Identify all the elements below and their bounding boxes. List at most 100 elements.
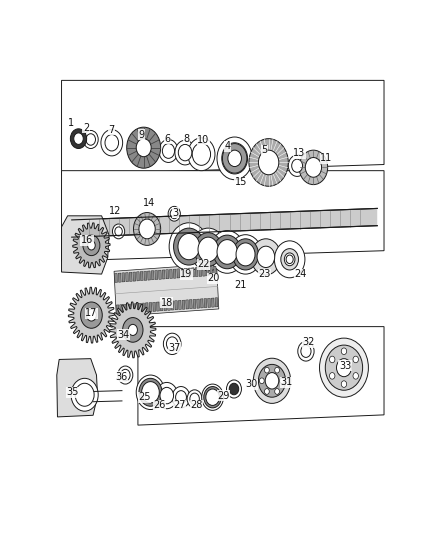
Circle shape [280,378,285,384]
Polygon shape [137,272,140,281]
Polygon shape [114,264,219,316]
Text: 7: 7 [109,125,115,135]
Polygon shape [116,305,119,314]
Circle shape [209,231,245,273]
Polygon shape [110,302,156,358]
Circle shape [159,140,178,163]
Circle shape [173,228,204,265]
Text: 23: 23 [258,269,271,279]
Circle shape [275,389,279,394]
Text: 34: 34 [117,330,130,340]
Circle shape [118,366,133,384]
Polygon shape [131,304,134,313]
Circle shape [329,356,335,363]
Polygon shape [156,302,159,311]
Circle shape [172,386,190,408]
Circle shape [191,228,226,271]
Polygon shape [202,267,205,276]
Circle shape [229,383,239,395]
Circle shape [170,209,178,219]
Polygon shape [144,271,147,280]
Circle shape [223,143,247,173]
Polygon shape [68,287,114,343]
Polygon shape [159,270,162,279]
Polygon shape [188,268,191,277]
Circle shape [259,378,264,384]
Polygon shape [166,270,169,279]
Circle shape [233,239,258,270]
Text: 32: 32 [303,337,315,347]
Text: 3: 3 [172,207,178,217]
Polygon shape [160,302,163,311]
Circle shape [353,373,358,379]
Polygon shape [189,300,192,309]
Circle shape [202,384,223,410]
Text: 18: 18 [161,298,173,308]
Circle shape [123,318,143,342]
Text: 5: 5 [261,145,268,155]
Circle shape [274,241,305,278]
Circle shape [341,348,346,354]
Circle shape [292,159,303,172]
Circle shape [301,345,311,358]
Circle shape [178,144,192,161]
Circle shape [101,130,123,156]
Text: 15: 15 [235,177,247,187]
Circle shape [281,248,298,270]
Text: 35: 35 [66,387,78,397]
Text: 37: 37 [168,343,180,353]
Circle shape [325,345,363,390]
Text: 9: 9 [138,130,145,140]
Polygon shape [215,298,218,307]
Polygon shape [115,273,117,282]
Polygon shape [164,302,167,311]
Polygon shape [170,269,173,279]
Circle shape [275,367,279,373]
Circle shape [162,143,175,158]
Text: 12: 12 [109,206,121,216]
Text: 26: 26 [153,400,166,410]
Polygon shape [182,300,185,309]
Circle shape [139,219,155,239]
Circle shape [71,378,98,411]
Polygon shape [145,303,148,312]
Polygon shape [162,270,165,279]
Text: 29: 29 [218,391,230,401]
Circle shape [217,240,237,264]
Text: 21: 21 [235,280,247,290]
Polygon shape [61,171,384,261]
Circle shape [87,309,96,321]
Polygon shape [155,270,158,280]
Text: 27: 27 [173,400,186,410]
Text: 14: 14 [143,198,155,208]
Circle shape [71,129,87,149]
Text: 17: 17 [85,309,98,319]
Circle shape [319,338,368,397]
Polygon shape [126,272,128,282]
Circle shape [213,235,241,269]
Polygon shape [167,301,170,310]
Polygon shape [199,267,202,277]
Circle shape [253,358,291,403]
Text: 22: 22 [197,259,210,269]
Polygon shape [175,301,178,310]
Circle shape [198,237,219,262]
Circle shape [141,382,159,403]
Polygon shape [193,300,196,309]
Circle shape [265,367,269,373]
Circle shape [163,333,181,354]
Circle shape [222,143,247,174]
Polygon shape [148,271,151,280]
Polygon shape [210,266,213,276]
Polygon shape [142,303,145,312]
Circle shape [299,150,328,184]
Polygon shape [206,266,209,276]
Polygon shape [149,302,152,312]
Text: 8: 8 [184,134,190,144]
Polygon shape [138,327,384,425]
Text: 2: 2 [83,123,89,133]
Circle shape [298,342,314,361]
Polygon shape [171,301,174,310]
Text: 13: 13 [293,148,305,158]
Circle shape [229,235,262,274]
